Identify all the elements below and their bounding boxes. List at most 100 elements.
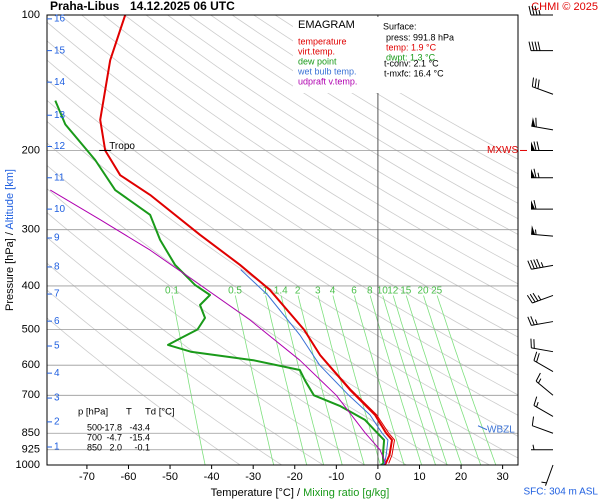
dry-adiabat — [167, 15, 518, 235]
x-tick-label: -50 — [162, 471, 178, 483]
barb-staff — [530, 168, 554, 179]
dry-adiabat — [210, 15, 518, 204]
sfc-label: SFC: 304 m ASL — [524, 487, 599, 498]
y-tick-label: 1000 — [16, 459, 40, 471]
wind-barb — [531, 77, 554, 95]
surface-line: temp: 1.9 °C — [386, 42, 437, 52]
barb-staff — [541, 464, 554, 486]
y-tick-label: 500 — [22, 323, 40, 335]
barb-staff — [528, 5, 553, 16]
surface-line: dwpt: 1.3 °C — [386, 52, 436, 62]
altitude-label: 6 — [54, 316, 60, 327]
barb-flag — [531, 117, 536, 127]
x-tick-label: -10 — [328, 471, 344, 483]
wind-barb — [527, 316, 554, 326]
y-tick-label: 200 — [22, 144, 40, 156]
altitude-label: 2 — [54, 417, 60, 428]
plot-frame — [46, 14, 519, 466]
x-tick-label: 20 — [455, 471, 467, 483]
x-tick-label: -20 — [287, 471, 303, 483]
mixing-ratio-label: 4 — [330, 286, 336, 297]
x-label-temperature: Temperature [°C] — [211, 487, 294, 499]
y-label-pressure: Pressure [hPa] — [4, 238, 16, 311]
barb-staff — [535, 372, 554, 396]
wind-barb — [535, 372, 554, 396]
table-cell: 850 — [87, 442, 102, 452]
legend-entry: wet bulb temp. — [297, 66, 357, 76]
legend-entry: virt.temp. — [298, 46, 335, 56]
x-tick-label: -30 — [245, 471, 261, 483]
mixing-ratio-line — [436, 295, 497, 465]
table-cell: -17.8 — [101, 422, 122, 432]
wind-barb — [526, 292, 554, 304]
legend-title: EMAGRAM — [298, 19, 355, 31]
mixing-ratio-label: 6 — [351, 286, 357, 297]
y-tick-label: 600 — [22, 359, 40, 371]
mixing-ratio-line — [392, 295, 448, 465]
altitude-label: 12 — [54, 141, 66, 152]
plot-area: 0.1 0.5 1 1.4 2 3 4 6 8 10 12 15 20 25 — [47, 15, 518, 465]
legend-entry: temperature — [298, 36, 347, 46]
altitude-label: 15 — [54, 45, 66, 56]
y-tick-label: 925 — [22, 444, 40, 456]
table-cell: -0.1 — [134, 442, 150, 452]
y-axis-label: Pressure [hPa] / Altitude [km] — [4, 169, 16, 311]
dry-adiabat — [81, 15, 518, 302]
altitude-label: 8 — [54, 262, 60, 273]
barb-flag — [531, 225, 536, 235]
y-tick-label: 850 — [22, 427, 40, 439]
wind-barb — [528, 41, 554, 52]
wind-barb — [527, 258, 554, 270]
barb-staff — [531, 117, 554, 131]
barb-staff — [531, 229, 554, 237]
profile-line — [303, 329, 395, 464]
mixing-ratio-line — [405, 295, 462, 465]
wbzl-mark — [477, 425, 488, 431]
y-tick-label: 300 — [22, 224, 40, 236]
barb-flag — [531, 141, 535, 151]
mixing-ratio-line — [369, 295, 422, 465]
mixing-ratio-label: 1.4 — [274, 286, 288, 297]
dry-adiabat — [102, 15, 518, 285]
profile-line — [240, 269, 389, 465]
dry-adiabat — [47, 79, 518, 396]
wind-barb — [530, 444, 554, 451]
surface-box — [380, 17, 472, 93]
x-tick-label: -60 — [121, 471, 137, 483]
mixing-ratio-label: 20 — [417, 286, 429, 297]
x-tick-label: -70 — [79, 471, 95, 483]
mixing-ratio-line — [423, 295, 482, 465]
altitude-label: 9 — [54, 233, 60, 244]
wind-barb — [531, 416, 554, 434]
table-header: Td [°C] — [145, 407, 175, 418]
mixing-ratio-label: 8 — [367, 286, 373, 297]
altitude-label: 10 — [54, 204, 66, 215]
legend-box — [293, 17, 380, 93]
barb-staff — [526, 292, 554, 304]
altitude-label: 13 — [54, 110, 66, 121]
profile-line — [50, 189, 387, 464]
wind-barb — [533, 396, 554, 417]
altitude-label: 1 — [54, 442, 60, 453]
wind-barb — [530, 338, 554, 353]
mixing-ratio-label: 0.5 — [228, 286, 242, 297]
table-cell: 700 — [87, 432, 102, 442]
mixing-ratio-line — [354, 295, 405, 465]
mixing-ratio-label: 1 — [263, 286, 269, 297]
wind-barb — [531, 117, 554, 131]
wind-barb — [528, 5, 553, 16]
mixing-ratio-line — [332, 295, 381, 465]
table-cell: 2.0 — [109, 442, 122, 452]
wind-barb — [530, 141, 554, 151]
altitude-label: 11 — [54, 172, 65, 183]
mixing-ratio-line — [234, 295, 274, 465]
barb-staff — [533, 351, 554, 373]
x-tick-label: -40 — [204, 471, 220, 483]
table-cell: -43.4 — [129, 422, 150, 432]
time: 14.12.2025 06 UTC — [130, 0, 235, 13]
wind-barb — [541, 464, 554, 486]
mixing-ratio-label: 25 — [431, 286, 443, 297]
mixing-ratio-line — [171, 295, 206, 465]
mixing-ratio-label: 10 — [377, 286, 389, 297]
